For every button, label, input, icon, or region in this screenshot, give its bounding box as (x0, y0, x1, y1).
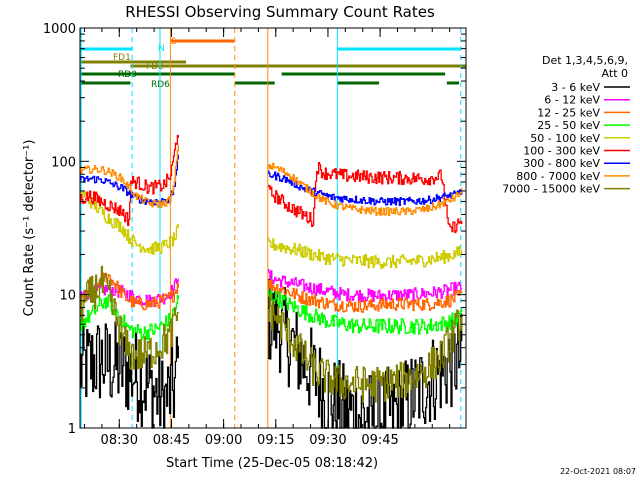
y-tick-label: 100 (51, 155, 76, 170)
x-tick-label: 09:00 (205, 433, 242, 448)
series-line-3 (80, 289, 463, 341)
legend-label: 3 - 6 keV (551, 81, 600, 94)
chart-title: RHESSI Observing Summary Count Rates (125, 3, 435, 21)
y-axis-label: Count Rate (s⁻¹ detector⁻¹) (22, 140, 37, 317)
legend-label: 25 - 50 keV (537, 119, 600, 132)
y-tick-label: 1000 (43, 22, 76, 37)
flag-label-n: N (158, 44, 165, 54)
flag-label-rd0: RD0 (118, 70, 137, 80)
flag-label-s: S (171, 37, 177, 47)
legend-header: Det 1,3,4,5,6,9, (542, 54, 628, 67)
flag-label-fd1: FD1 (113, 53, 131, 63)
plot-area (80, 28, 463, 429)
legend-label: 50 - 100 keV (530, 132, 600, 145)
flags-layer: SN FD1 FD2 RD0 RD6 (80, 37, 466, 90)
series-line-6 (80, 154, 463, 206)
flag-label-rd6: RD6 (151, 80, 170, 90)
x-tick-label: 09:45 (361, 433, 398, 448)
x-axis-label: Start Time (25-Dec-05 08:18:42) (166, 456, 378, 471)
series-line-7 (80, 144, 463, 217)
series-line-8 (80, 265, 463, 403)
plot-frame (79, 27, 467, 429)
x-tick-label: 09:30 (309, 433, 346, 448)
series-line-5 (80, 134, 463, 234)
flag-label-fd2: FD2 (146, 62, 164, 72)
legend-header: Att 0 (602, 67, 628, 80)
series-line-4 (80, 190, 463, 270)
y-tick-label: 1 (68, 422, 76, 437)
footer-timestamp: 22-Oct-2021 08:07 (560, 467, 636, 476)
x-tick-label: 08:30 (101, 433, 138, 448)
legend-label: 7000 - 15000 keV (502, 183, 600, 196)
x-tick-label: 08:45 (153, 433, 190, 448)
legend-label: 6 - 12 keV (544, 94, 600, 107)
x-tick-label: 09:15 (257, 433, 294, 448)
y-tick-label: 10 (59, 289, 76, 304)
legend-label: 800 - 7000 keV (516, 170, 600, 183)
legend-label: 12 - 25 keV (537, 106, 600, 119)
legend-label: 100 - 300 keV (523, 145, 600, 158)
axes: 1 10 100 1000 08:30 08:45 09:00 09:15 09:30 09:45 (43, 22, 467, 448)
legend-label: 300 - 800 keV (523, 157, 600, 170)
